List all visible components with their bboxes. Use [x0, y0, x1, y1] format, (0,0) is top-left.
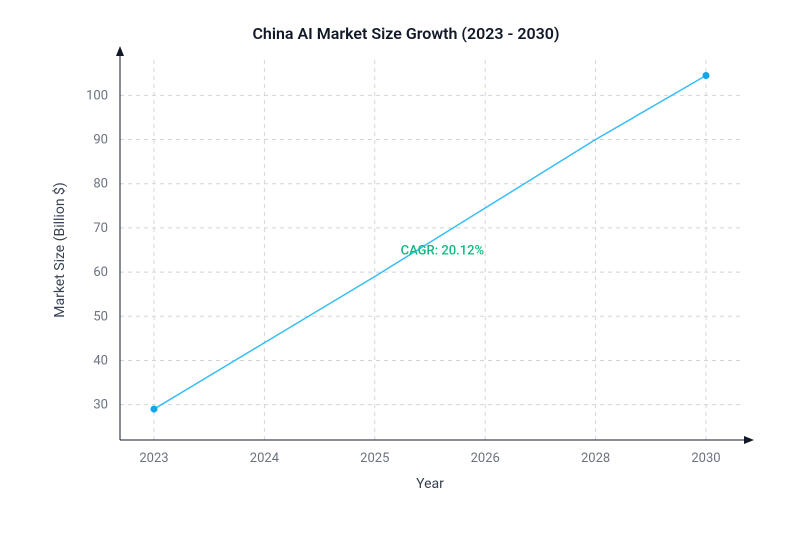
y-axis-arrow — [116, 46, 124, 56]
y-tick-label: 40 — [93, 353, 108, 368]
series-marker — [703, 72, 710, 79]
y-tick-label: 60 — [93, 265, 108, 280]
x-tick-label: 2023 — [139, 451, 168, 466]
chart-svg: 30 40 50 60 70 80 90 100 2023 2024 2025 2026 2028 203… — [0, 0, 812, 536]
y-tick-label: 100 — [86, 88, 108, 103]
chart-container: China AI Market Size Growth (2023 - 2030… — [0, 0, 812, 536]
y-tick-label: 90 — [93, 133, 108, 148]
y-tick-label: 70 — [93, 221, 108, 236]
x-axis-arrow — [744, 436, 754, 444]
x-tick-label: 2025 — [360, 451, 389, 466]
x-tick-label: 2028 — [581, 451, 610, 466]
x-tick-label: 2026 — [471, 451, 500, 466]
x-axis-title: Year — [416, 476, 444, 492]
x-tick-label: 2030 — [691, 451, 720, 466]
y-tick-label: 50 — [93, 309, 108, 324]
series-line — [154, 75, 706, 409]
series-marker — [151, 406, 158, 413]
cagr-annotation: CAGR: 20.12% — [401, 243, 484, 258]
y-tick-label: 80 — [93, 177, 108, 192]
y-tick-label: 30 — [93, 398, 108, 413]
x-tick-label: 2024 — [250, 451, 280, 466]
y-axis-title: Market Size (Billion $) — [51, 182, 68, 318]
